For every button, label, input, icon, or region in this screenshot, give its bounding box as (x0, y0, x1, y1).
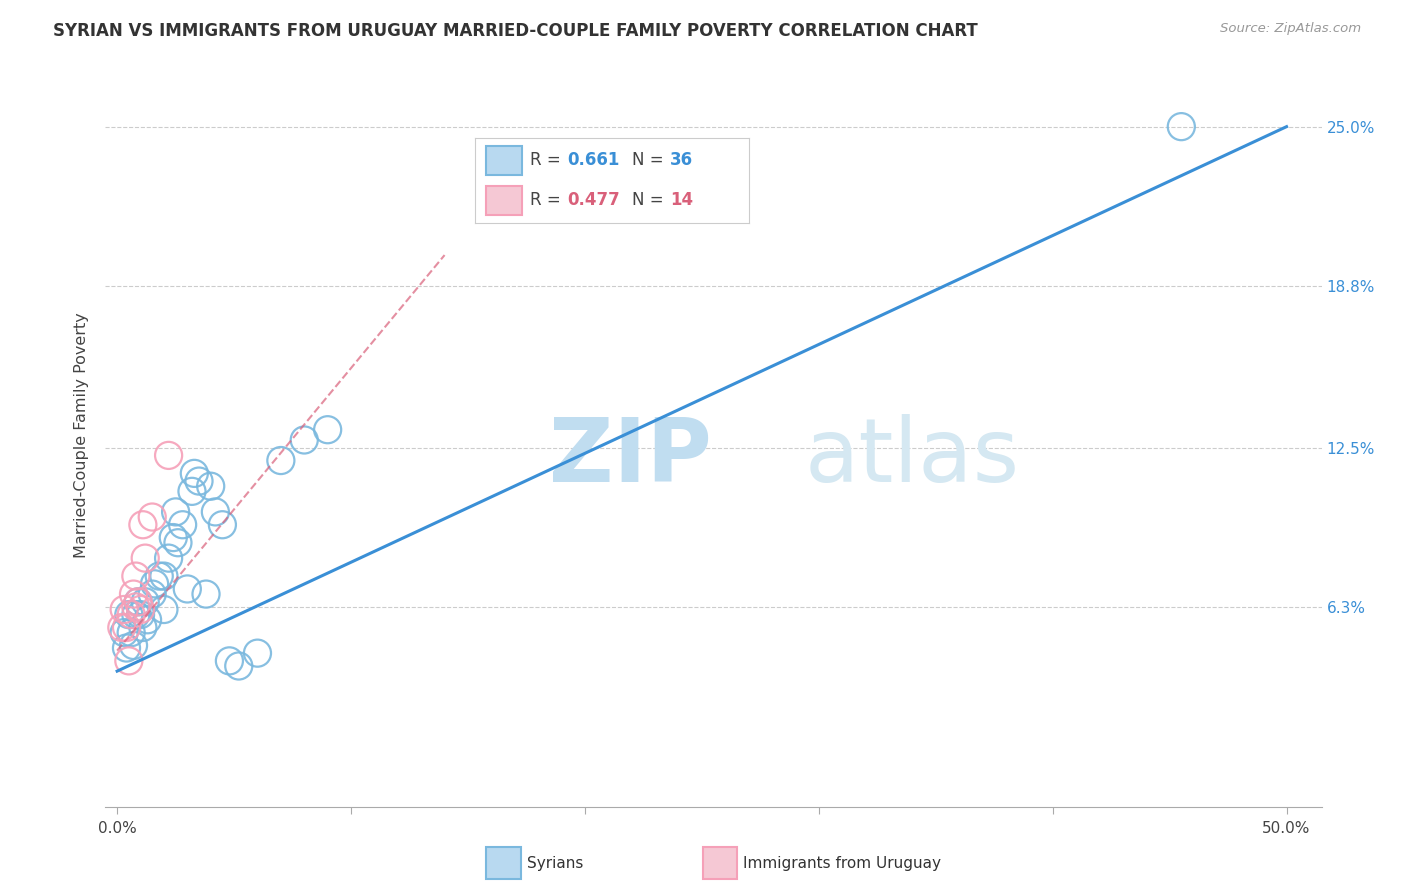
Point (148, 569, 170, 583)
Point (143, 577, 166, 591)
Point (118, 607, 141, 622)
Point (195, 587, 218, 601)
Point (136, 613, 159, 627)
Point (125, 607, 148, 622)
Point (141, 587, 163, 601)
Text: 36: 36 (669, 151, 693, 169)
Point (246, 646, 269, 660)
Point (115, 620, 138, 634)
Point (132, 517, 155, 532)
Point (120, 625, 142, 640)
Point (181, 484, 204, 499)
Y-axis label: Married-Couple Family Poverty: Married-Couple Family Poverty (75, 312, 90, 558)
Point (153, 602, 176, 616)
Point (127, 595, 149, 609)
Point (165, 505, 187, 519)
Point (122, 639, 145, 653)
Point (125, 569, 148, 583)
Bar (703, 847, 737, 879)
Point (292, 433, 315, 447)
Bar (486, 847, 520, 879)
Point (134, 551, 156, 566)
Point (112, 602, 135, 616)
Text: atlas: atlas (804, 414, 1019, 500)
Text: Immigrants from Uruguay: Immigrants from Uruguay (744, 855, 941, 871)
Point (183, 467, 205, 481)
Text: R =: R = (530, 191, 567, 209)
Point (125, 599, 148, 614)
Text: Syrians: Syrians (527, 855, 583, 871)
Text: 0.661: 0.661 (567, 151, 620, 169)
Point (129, 607, 152, 622)
Point (218, 654, 240, 668)
Point (157, 449, 180, 463)
Point (134, 595, 156, 609)
Point (118, 654, 141, 668)
Point (270, 453, 292, 467)
Point (132, 620, 155, 634)
Point (112, 625, 135, 640)
Point (167, 535, 190, 549)
Bar (486, 186, 522, 214)
Point (162, 531, 184, 545)
Point (141, 510, 163, 524)
Point (122, 587, 145, 601)
Point (115, 640, 138, 655)
Point (176, 582, 198, 596)
Text: ZIP: ZIP (550, 414, 711, 500)
Text: 0.477: 0.477 (567, 191, 620, 209)
Point (204, 505, 226, 519)
Point (129, 602, 152, 616)
Point (120, 607, 142, 622)
Point (1170, 120, 1192, 134)
Text: 14: 14 (669, 191, 693, 209)
Text: N =: N = (631, 151, 668, 169)
Point (316, 423, 339, 437)
Point (157, 551, 180, 566)
Point (211, 517, 233, 532)
Point (172, 517, 194, 532)
Text: SYRIAN VS IMMIGRANTS FROM URUGUAY MARRIED-COUPLE FAMILY POVERTY CORRELATION CHAR: SYRIAN VS IMMIGRANTS FROM URUGUAY MARRIE… (53, 22, 979, 40)
Point (188, 474, 211, 488)
Point (228, 659, 250, 673)
Text: Source: ZipAtlas.com: Source: ZipAtlas.com (1220, 22, 1361, 36)
Text: R =: R = (530, 151, 567, 169)
Point (127, 595, 149, 609)
Text: N =: N = (631, 191, 668, 209)
Point (200, 479, 222, 493)
Point (111, 620, 134, 634)
Bar (486, 146, 522, 175)
Point (153, 569, 176, 583)
